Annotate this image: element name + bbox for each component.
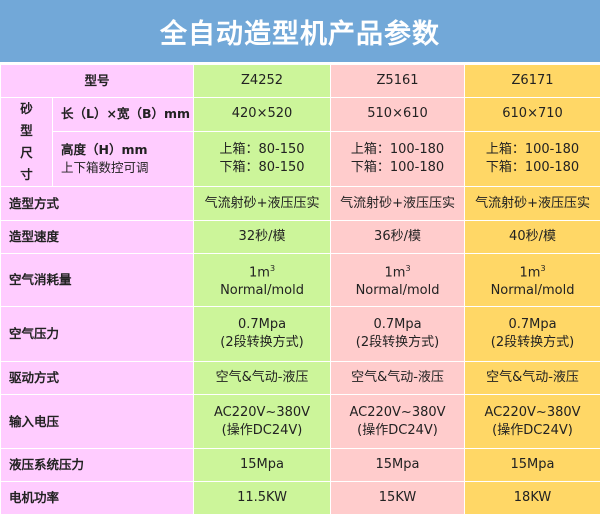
value: 0.7Mpa bbox=[373, 317, 421, 332]
value: AC220V~380V bbox=[349, 405, 445, 420]
cell: 11.5KW bbox=[194, 482, 331, 515]
upper: 上箱：100-180 bbox=[465, 141, 600, 159]
value: 1m bbox=[249, 265, 270, 280]
line2: (操作DC24V) bbox=[465, 422, 600, 440]
line1: AC220V~380V bbox=[465, 404, 600, 422]
line2: Normal/mold bbox=[331, 282, 464, 300]
cell: 420×520 bbox=[194, 98, 331, 132]
value: 1m bbox=[520, 265, 541, 280]
cell: 36秒/模 bbox=[331, 221, 465, 254]
cell: 15Mpa bbox=[194, 449, 331, 482]
line2: Normal/mold bbox=[465, 282, 600, 300]
model-z5161: Z5161 bbox=[331, 65, 465, 98]
cell: 气流射砂+液压压实 bbox=[194, 187, 331, 221]
lower: 下箱：100-180 bbox=[465, 159, 600, 177]
line2: (2段转换方式) bbox=[465, 334, 600, 352]
cell: 0.7Mpa (2段转换方式) bbox=[331, 307, 465, 362]
line1: AC220V~380V bbox=[194, 404, 330, 422]
cell: 15Mpa bbox=[331, 449, 465, 482]
model-z4252: Z4252 bbox=[194, 65, 331, 98]
line1: 1m3 bbox=[194, 260, 330, 282]
spec-table: 型号 Z4252 Z5161 Z6171 砂型尺寸 长（L）×宽（B）mm 42… bbox=[0, 64, 600, 515]
row-label: 驱动方式 bbox=[1, 362, 194, 395]
table-row: 驱动方式空气&气动-液压空气&气动-液压空气&气动-液压 bbox=[1, 362, 600, 395]
line2: (2段转换方式) bbox=[331, 334, 464, 352]
cell: 32秒/模 bbox=[194, 221, 331, 254]
cell: 空气&气动-液压 bbox=[331, 362, 465, 395]
lb-label: 长（L）×宽（B）mm bbox=[53, 98, 194, 132]
row-label: 造型速度 bbox=[1, 221, 194, 254]
row-label: 造型方式 bbox=[1, 187, 194, 221]
model-label: 型号 bbox=[1, 65, 194, 98]
superscript: 3 bbox=[540, 264, 545, 273]
page-title: 全自动造型机产品参数 bbox=[0, 0, 600, 64]
superscript: 3 bbox=[405, 264, 410, 273]
cell: 15Mpa bbox=[465, 449, 600, 482]
height-label-2: 上下箱数控可调 bbox=[61, 159, 193, 177]
value: 0.7Mpa bbox=[238, 317, 286, 332]
line2: Normal/mold bbox=[194, 282, 330, 300]
line1: 0.7Mpa bbox=[194, 316, 330, 334]
cell: 空气&气动-液压 bbox=[194, 362, 331, 395]
row-label: 液压系统压力 bbox=[1, 449, 194, 482]
row-label: 空气压力 bbox=[1, 307, 194, 362]
table-row: 空气压力 0.7Mpa (2段转换方式) 0.7Mpa (2段转换方式) 0.7Mpa (2… bbox=[1, 307, 600, 362]
line2: (操作DC24V) bbox=[331, 422, 464, 440]
cell: 空气&气动-液压 bbox=[465, 362, 600, 395]
table-row-lb: 砂型尺寸 长（L）×宽（B）mm 420×520 510×610 610×710 bbox=[1, 98, 600, 132]
superscript: 3 bbox=[270, 264, 275, 273]
line1: 1m3 bbox=[331, 260, 464, 282]
value: AC220V~380V bbox=[214, 405, 310, 420]
cell: 610×710 bbox=[465, 98, 600, 132]
cell: 15KW bbox=[331, 482, 465, 515]
cell: AC220V~380V (操作DC24V) bbox=[331, 395, 465, 449]
lower: 下箱：80-150 bbox=[194, 159, 330, 177]
row-label: 空气消耗量 bbox=[1, 254, 194, 307]
model-z6171: Z6171 bbox=[465, 65, 600, 98]
cell: 18KW bbox=[465, 482, 600, 515]
cell: 气流射砂+液压压实 bbox=[465, 187, 600, 221]
cell: 510×610 bbox=[331, 98, 465, 132]
height-label-1: 高度（H）mm bbox=[61, 141, 193, 159]
cell: AC220V~380V (操作DC24V) bbox=[465, 395, 600, 449]
upper: 上箱：100-180 bbox=[331, 141, 464, 159]
table-row: 造型方式气流射砂+液压压实气流射砂+液压压实气流射砂+液压压实 bbox=[1, 187, 600, 221]
cell: 0.7Mpa (2段转换方式) bbox=[194, 307, 331, 362]
table-row-model: 型号 Z4252 Z5161 Z6171 bbox=[1, 65, 600, 98]
row-label: 输入电压 bbox=[1, 395, 194, 449]
cell: AC220V~380V (操作DC24V) bbox=[194, 395, 331, 449]
row-label: 电机功率 bbox=[1, 482, 194, 515]
cell: 40秒/模 bbox=[465, 221, 600, 254]
lower: 下箱：100-180 bbox=[331, 159, 464, 177]
line1: AC220V~380V bbox=[331, 404, 464, 422]
upper: 上箱：80-150 bbox=[194, 141, 330, 159]
line2: (操作DC24V) bbox=[194, 422, 330, 440]
value: AC220V~380V bbox=[484, 405, 580, 420]
sand-size-label: 砂型尺寸 bbox=[1, 98, 53, 187]
line1: 0.7Mpa bbox=[331, 316, 464, 334]
cell: 0.7Mpa (2段转换方式) bbox=[465, 307, 600, 362]
value: 1m bbox=[385, 265, 406, 280]
line1: 0.7Mpa bbox=[465, 316, 600, 334]
table-row: 输入电压 AC220V~380V (操作DC24V) AC220V~380V (操作DC… bbox=[1, 395, 600, 449]
cell: 气流射砂+液压压实 bbox=[331, 187, 465, 221]
line2: (2段转换方式) bbox=[194, 334, 330, 352]
value: 0.7Mpa bbox=[508, 317, 556, 332]
line1: 1m3 bbox=[465, 260, 600, 282]
